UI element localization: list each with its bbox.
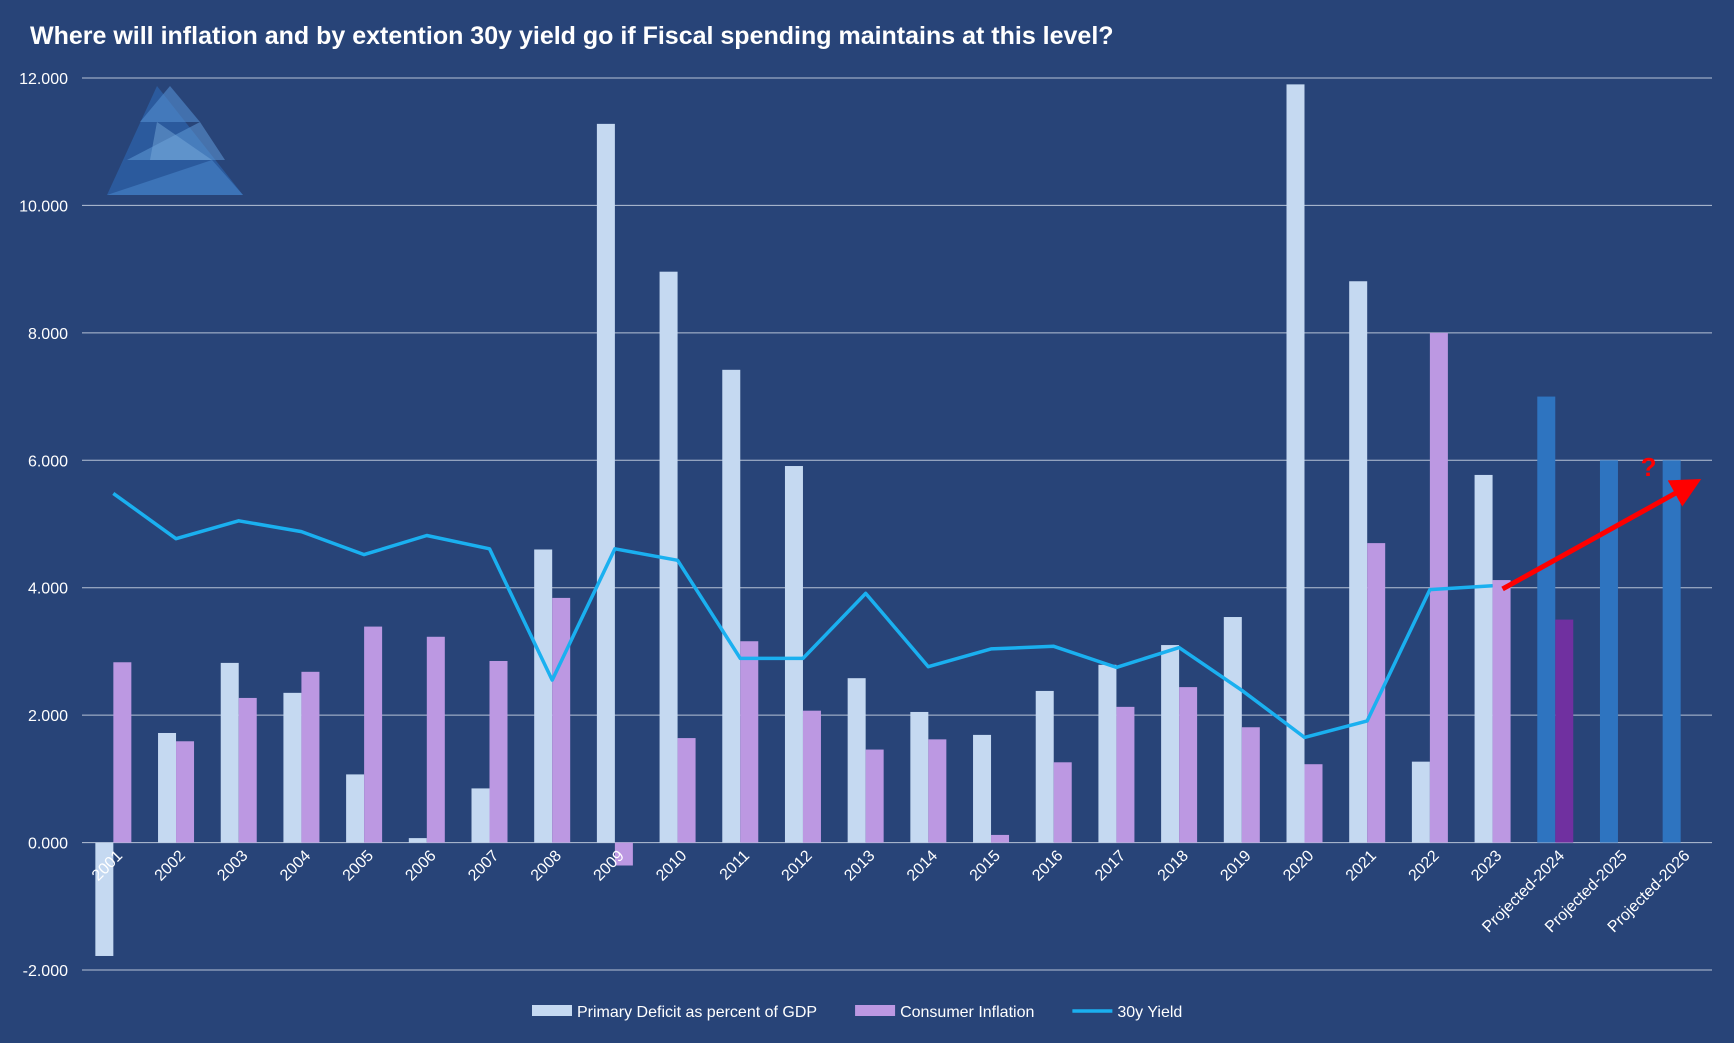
y-tick-label: 4.000 <box>28 581 68 598</box>
bar-consumer-inflation <box>113 662 132 843</box>
bar-primary-deficit <box>471 788 490 843</box>
bar-primary-deficit <box>95 842 114 956</box>
bar-consumer-inflation <box>865 749 884 843</box>
bar-consumer-inflation <box>677 738 696 843</box>
bar-primary-deficit <box>722 369 741 843</box>
bar-primary-deficit <box>910 711 929 843</box>
bar-primary-deficit <box>1537 396 1556 843</box>
bar-primary-deficit <box>1223 617 1242 843</box>
x-tick-label: 2017 <box>1092 847 1129 884</box>
x-tick-label: 2002 <box>152 847 189 884</box>
y-tick-label: 0.000 <box>28 836 68 853</box>
bar-primary-deficit <box>158 732 177 843</box>
bar-consumer-inflation <box>614 842 633 866</box>
bar-primary-deficit <box>1098 664 1117 843</box>
legend-label: Primary Deficit as percent of GDP <box>577 1004 817 1021</box>
x-tick-label: 2010 <box>653 847 690 884</box>
legend: Primary Deficit as percent of GDP Consume… <box>532 1004 1182 1021</box>
bar-consumer-inflation <box>176 741 195 843</box>
bar-primary-deficit <box>283 692 302 843</box>
legend-swatch <box>532 1005 572 1016</box>
annotation-arrow <box>1501 478 1702 592</box>
bar-primary-deficit <box>1662 460 1681 843</box>
x-tick-label: 2012 <box>779 847 816 884</box>
legend-label: Consumer Inflation <box>900 1004 1034 1021</box>
annotation-question-mark: ? <box>1641 452 1657 482</box>
bar-consumer-inflation <box>1241 727 1260 843</box>
legend-label: 30y Yield <box>1117 1004 1182 1021</box>
bar-consumer-inflation <box>1116 706 1135 843</box>
legend-swatch <box>855 1005 896 1016</box>
bar-consumer-inflation <box>1179 687 1198 843</box>
bar-consumer-inflation <box>238 697 257 843</box>
chart-title: Where will inflation and by extention 30… <box>30 22 1114 50</box>
line-series <box>112 491 1493 740</box>
bar-primary-deficit <box>534 549 553 843</box>
x-tick-label: 2008 <box>528 847 565 884</box>
bar-primary-deficit <box>596 123 615 843</box>
x-tick-label: 2023 <box>1468 847 1505 884</box>
bar-primary-deficit <box>784 466 803 843</box>
x-tick-label: 2004 <box>277 847 314 884</box>
x-tick-label: 2013 <box>841 847 878 884</box>
y-tick-label: 2.000 <box>28 708 68 725</box>
x-tick-label: 2021 <box>1343 847 1380 884</box>
bar-consumer-inflation <box>552 597 571 843</box>
x-tick-label: 2011 <box>717 847 753 883</box>
bar-primary-deficit <box>408 838 427 843</box>
y-tick-label: -2.000 <box>23 963 68 980</box>
bar-primary-deficit <box>1474 474 1493 843</box>
logo-icon <box>107 86 243 195</box>
bar-consumer-inflation <box>426 636 445 843</box>
bar-primary-deficit <box>346 774 365 843</box>
bar-consumer-inflation <box>1555 619 1574 843</box>
x-tick-label: 2018 <box>1155 847 1192 884</box>
y-tick-label: 12.000 <box>19 71 68 88</box>
bar-consumer-inflation <box>1492 580 1511 843</box>
bar-primary-deficit <box>847 678 866 843</box>
x-tick-label: 2014 <box>904 847 941 884</box>
bar-primary-deficit <box>1411 761 1430 843</box>
bar-primary-deficit <box>1035 690 1054 843</box>
bar-primary-deficit <box>1349 281 1368 843</box>
y-axis-ticks: -2.000 0.000 2.000 4.000 6.000 8.000 10.000 12.… <box>19 71 68 980</box>
bar-consumer-inflation <box>1367 543 1386 843</box>
x-tick-label: 2022 <box>1406 847 1443 884</box>
bars <box>95 84 1681 956</box>
bar-consumer-inflation <box>301 671 320 843</box>
x-tick-label: 2005 <box>340 847 377 884</box>
bar-consumer-inflation <box>1053 762 1072 843</box>
bar-consumer-inflation <box>928 739 947 843</box>
bar-consumer-inflation <box>802 710 821 843</box>
y-tick-label: 8.000 <box>28 326 68 343</box>
x-tick-label: 2006 <box>402 847 439 884</box>
annotations: ? <box>1501 452 1702 592</box>
x-tick-label: 2007 <box>465 847 502 884</box>
bar-primary-deficit <box>1161 645 1180 843</box>
line-30y-yield <box>112 491 1493 740</box>
bar-consumer-inflation <box>740 641 759 843</box>
bar-primary-deficit <box>1286 84 1305 843</box>
bar-primary-deficit <box>973 734 992 843</box>
bar-consumer-inflation <box>489 660 508 843</box>
x-tick-label: 2003 <box>214 847 251 884</box>
x-tick-label: 2016 <box>1029 847 1066 884</box>
x-tick-label: 2019 <box>1217 847 1254 884</box>
bar-consumer-inflation <box>1304 764 1323 843</box>
x-tick-label: 2020 <box>1280 847 1317 884</box>
gridlines <box>82 77 1712 971</box>
bar-primary-deficit <box>1599 460 1618 843</box>
x-axis-ticks: 2001 2002 2003 2004 2005 2006 2007 2008 2009 2010… <box>89 847 1694 936</box>
bar-consumer-inflation <box>364 626 383 843</box>
x-tick-label: 2015 <box>967 847 1004 884</box>
bar-primary-deficit <box>220 662 239 843</box>
y-tick-label: 10.000 <box>19 198 68 215</box>
y-tick-label: 6.000 <box>28 453 68 470</box>
bar-consumer-inflation <box>991 834 1010 843</box>
